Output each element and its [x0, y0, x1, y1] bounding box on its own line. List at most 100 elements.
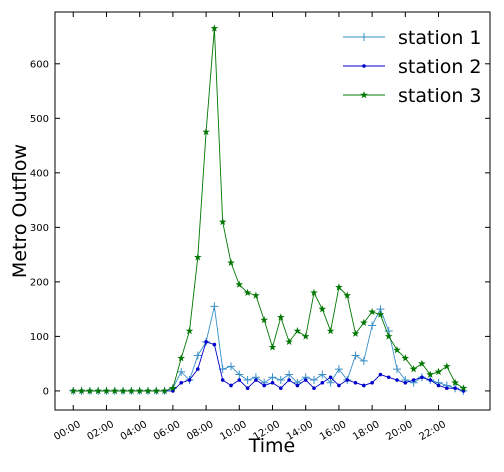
marker [328, 375, 333, 380]
marker [276, 376, 285, 385]
marker [179, 380, 183, 385]
marker [370, 380, 374, 385]
marker [362, 383, 366, 388]
marker [418, 359, 426, 367]
marker [320, 380, 325, 385]
marker [195, 367, 200, 371]
marker [94, 386, 102, 395]
x-tick-label: 00:00 [52, 419, 82, 443]
marker [218, 217, 227, 226]
marker [434, 367, 443, 376]
marker [368, 321, 377, 330]
marker [160, 386, 169, 395]
marker [69, 386, 78, 395]
y-tick-label: 200 [30, 277, 49, 288]
legend-label: station 3 [398, 85, 482, 107]
marker [326, 378, 335, 387]
marker [135, 386, 144, 395]
marker [235, 370, 244, 379]
marker [351, 329, 360, 337]
marker [459, 384, 468, 392]
marker [185, 326, 194, 335]
marker [335, 283, 343, 291]
marker [303, 378, 308, 382]
marker [227, 258, 235, 266]
marker [436, 383, 441, 388]
y-axis-label: Metro Outflow [9, 144, 31, 278]
x-tick-label: 06:00 [152, 419, 182, 443]
marker [252, 291, 260, 299]
marker [243, 376, 252, 385]
marker [453, 386, 457, 390]
series-line [73, 28, 464, 392]
marker [229, 383, 233, 388]
x-tick-label: 14:00 [285, 419, 315, 443]
marker [235, 280, 244, 288]
marker [119, 386, 127, 395]
marker [77, 386, 86, 395]
marker [111, 386, 119, 395]
marker [426, 370, 434, 378]
marker [318, 305, 327, 313]
marker [193, 351, 202, 360]
marker [345, 378, 350, 382]
marker [187, 378, 192, 382]
marker [277, 313, 285, 321]
marker [359, 356, 368, 365]
marker [343, 291, 351, 299]
marker [409, 365, 418, 373]
marker [445, 386, 449, 390]
marker [393, 346, 401, 354]
legend-label: station 1 [398, 27, 482, 49]
y-tick-label: 300 [30, 223, 49, 234]
marker [177, 367, 186, 376]
marker [237, 378, 242, 382]
marker [337, 383, 341, 388]
y-tick-label: 100 [30, 332, 49, 343]
marker [451, 378, 459, 386]
marker [102, 386, 111, 395]
marker [210, 302, 219, 311]
marker [210, 24, 219, 32]
marker [169, 384, 177, 392]
marker [411, 378, 416, 382]
x-axis-label: Time [248, 435, 296, 457]
marker [386, 375, 391, 380]
x-tick-label: 10:00 [218, 419, 248, 443]
marker [360, 318, 368, 326]
y-tick-label: 600 [30, 59, 49, 70]
marker [270, 380, 275, 385]
y-tick-label: 0 [43, 386, 49, 397]
x-tick-label: 18:00 [351, 419, 381, 443]
marker [152, 386, 161, 395]
marker [401, 354, 410, 362]
legend-marker [360, 33, 368, 41]
y-tick-label: 400 [30, 168, 49, 179]
marker [268, 343, 277, 351]
marker [351, 351, 360, 360]
marker [310, 376, 319, 385]
marker [127, 386, 136, 395]
marker [312, 386, 316, 390]
marker [301, 332, 310, 340]
marker [212, 342, 217, 347]
y-tick-label: 500 [30, 114, 49, 125]
x-tick-label: 04:00 [119, 419, 149, 443]
marker [245, 386, 250, 390]
marker [226, 362, 235, 371]
x-tick-label: 02:00 [86, 419, 116, 443]
marker [310, 288, 318, 296]
marker [260, 316, 268, 324]
marker [177, 354, 185, 362]
marker [279, 386, 283, 390]
marker [243, 288, 252, 296]
marker [420, 375, 424, 380]
x-tick-label: 20:00 [384, 419, 414, 443]
marker [443, 362, 451, 370]
x-tick-label: 08:00 [185, 419, 215, 443]
marker [334, 365, 343, 374]
marker [395, 378, 399, 382]
x-tick-label: 16:00 [318, 419, 348, 443]
marker [326, 326, 335, 335]
marker [287, 378, 291, 382]
